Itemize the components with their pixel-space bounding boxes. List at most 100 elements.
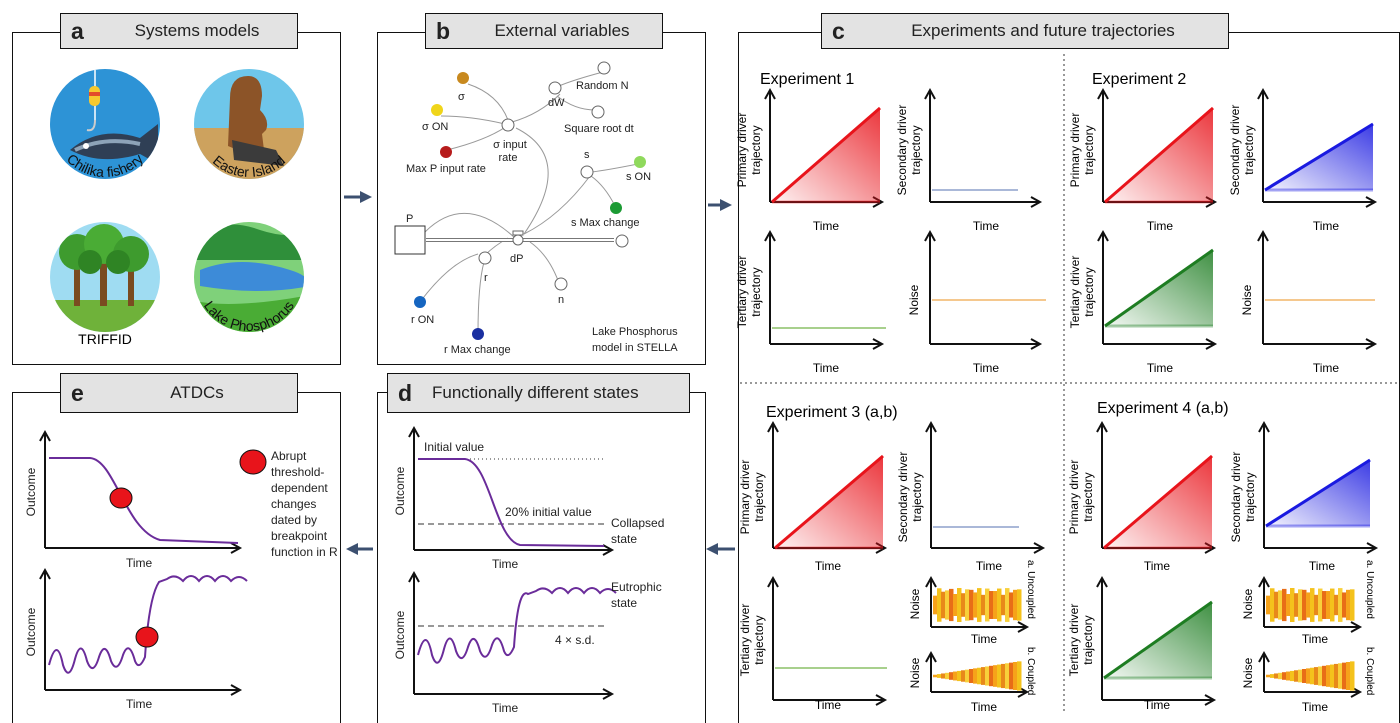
node-label: dP [510, 253, 523, 265]
sd-label: 4 × s.d. [555, 633, 595, 647]
x-axis-label: Time [1309, 559, 1336, 573]
exp4-noise-a-cell [1318, 588, 1323, 622]
panel-letter: d [398, 379, 413, 406]
exp3-noise-b-y-arrow [925, 650, 937, 663]
exp2-tertiary-y-arrow [1097, 229, 1109, 242]
exp3-noise-b-cell [949, 672, 954, 680]
exp3-noise-a-cell [989, 591, 994, 619]
exp2-noise-y-arrow [1257, 229, 1269, 242]
exp3-noise-a-cell [941, 591, 946, 619]
y-axis-label: Primary driver [738, 460, 752, 535]
exp3-noise-b-cell [969, 669, 974, 683]
y-axis-label: Outcome [24, 607, 38, 656]
breakpoint-legend: function in R [271, 545, 338, 559]
exp4-tertiary-y-arrow [1096, 575, 1108, 588]
panel-b-header: b External variables [425, 13, 663, 49]
initial-value-label: Initial value [424, 440, 484, 454]
exp4-noise-b-cell [1294, 670, 1299, 682]
panel-title: Functionally different states [432, 383, 639, 402]
exp4-noise-a-cell [1330, 588, 1335, 622]
exp3-noise-a-cell [1009, 592, 1014, 618]
y-axis-label: trajectory [749, 125, 763, 174]
exp4-noise-a-x-arrow [1350, 621, 1363, 633]
exp3-noise-a-cell [933, 595, 938, 615]
y-axis-label: trajectory [752, 615, 766, 664]
exp4-noise-a-cell [1274, 591, 1279, 619]
x-axis-label: Time [1302, 632, 1329, 646]
exp4-secondary-y-arrow [1258, 420, 1270, 433]
y-axis-label: Tertiary driver [735, 256, 749, 329]
node-label: σ ON [422, 121, 448, 133]
breakpoint-legend: changes [271, 497, 316, 511]
x-axis-label: Time [1147, 219, 1174, 233]
x-axis-label: Time [971, 700, 998, 714]
exp2-primary-y-arrow [1097, 87, 1109, 100]
systems-models-icons: Chilika fishery Easter Island TRIFFID La… [50, 69, 304, 347]
exp4-noise-a-cell [1270, 588, 1275, 622]
exp4-noise-a-cell [1314, 594, 1319, 616]
exp4-noise-a-cell [1342, 592, 1347, 618]
exp4-tertiary-x-arrow [1204, 694, 1217, 706]
breakpoint-legend: dependent [271, 481, 328, 495]
exp3-noise-b-cell [1009, 662, 1014, 690]
panel-letter: c [832, 17, 845, 44]
exp4-noise-b-cell [1338, 663, 1343, 689]
exp3-noise-b-cell [985, 666, 990, 686]
exp4-noise-b-cell [1274, 673, 1279, 679]
exp4-noise-a-y-arrow [1258, 575, 1270, 588]
node-label: Random N [576, 80, 629, 92]
exp3-noise-b-cell [993, 665, 998, 687]
stella-model-diagram: σ σ ON Max P input rate σ input rate dW … [394, 61, 678, 356]
breakpoint-legend: Abrupt [271, 449, 307, 463]
exp3-noise-a-cell [961, 593, 966, 617]
exp3-noise-b-cell [1017, 661, 1022, 691]
exp3-noise-a-cell [953, 594, 958, 616]
node-label: Square root dt [564, 123, 634, 135]
panel-d [377, 392, 706, 723]
exp4-noise-b-cell [1310, 667, 1315, 685]
x-axis-label: Time [813, 219, 840, 233]
x-axis-label: Time [973, 361, 1000, 375]
x-axis-label: Time [815, 698, 842, 712]
x-axis-label: Time [1144, 698, 1171, 712]
exp4-noise-a-cell [1350, 589, 1355, 621]
exp3-noise-a-cell [937, 588, 942, 622]
y-axis-label: Outcome [24, 467, 38, 516]
node-label: Max P input rate [406, 163, 486, 175]
exp4-noise-a-cell [1322, 591, 1327, 619]
y-axis-label: trajectory [1243, 472, 1257, 521]
caption: Lake Phosphorus [592, 326, 678, 338]
exp4-noise-b-cell [1342, 662, 1347, 690]
exp3-secondary-x-arrow [1033, 542, 1046, 554]
exp4-noise-a-cell [1346, 589, 1351, 621]
exp3-noise-a-cell [965, 589, 970, 621]
exp3-noise-b-cell [937, 674, 942, 678]
exp3-secondary-y-arrow [925, 420, 937, 433]
exp4-noise-a-cell [1334, 594, 1339, 616]
node-label: s [584, 149, 590, 161]
exp3-primary-line [774, 454, 884, 550]
exp1-primary-line [771, 106, 881, 204]
exp3-noise-a-cell [981, 594, 986, 616]
experiment-title: Experiment 2 [1092, 71, 1186, 88]
exp3-noise-b-cell [965, 669, 970, 683]
exp4-noise-b-cell [1290, 670, 1295, 682]
exp4-noise-a-cell [1310, 588, 1315, 622]
y-axis-label: Secondary driver [895, 105, 909, 196]
x-axis-label: Time [1313, 219, 1340, 233]
exp3-primary-y-arrow [767, 420, 779, 433]
x-axis-label: Time [492, 701, 519, 715]
exp2-tertiary-x-arrow [1205, 338, 1218, 350]
exp3-noise-b-cell [953, 671, 958, 681]
experiment-title: Experiment 3 (a,b) [766, 404, 898, 421]
panel-letter: a [71, 17, 84, 44]
experiment-title: Experiment 4 (a,b) [1097, 400, 1229, 417]
exp1-tertiary-y-arrow [764, 229, 776, 242]
exp3-noise-a-cell [993, 591, 998, 619]
exp3-noise-a-cell [945, 590, 950, 620]
breakpoint-legend: breakpoint [271, 529, 328, 543]
exp2-secondary-y-arrow [1257, 87, 1269, 100]
panel-letter: b [436, 17, 451, 44]
